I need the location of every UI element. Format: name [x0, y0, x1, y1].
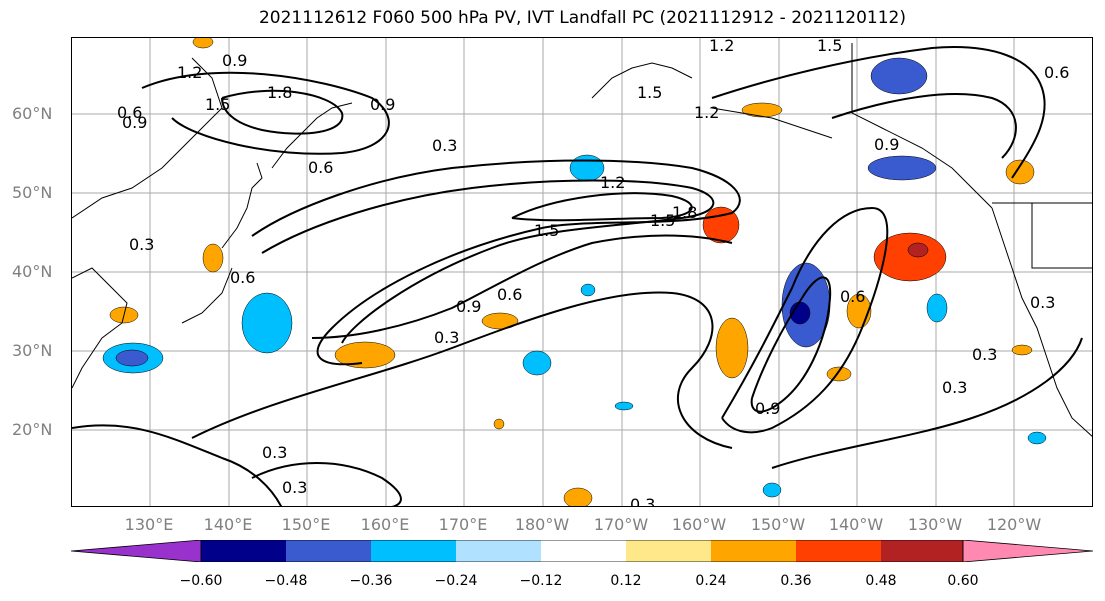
lon-label: 140°W [828, 515, 884, 534]
lon-label: 160°W [671, 515, 727, 534]
lon-label: 130°W [907, 515, 963, 534]
contour-label: 1.2 [694, 103, 719, 122]
lat-label: 30°N [12, 341, 53, 360]
contour-label: 0.9 [874, 135, 899, 154]
map-panel: 0.9 1.2 1.8 1.5 0.9 0.6 0.3 0.6 1.2 1.5 … [71, 37, 1093, 507]
lat-label: 40°N [12, 262, 53, 281]
colorbar-segment [881, 540, 963, 562]
contour-label: 1.5 [817, 38, 842, 55]
colorbar [71, 540, 1093, 562]
contour-label: 1.2 [177, 63, 202, 82]
figure-title: 2021112612 F060 500 hPa PV, IVT Landfall… [258, 8, 906, 28]
contour-label: 0.6 [117, 103, 142, 122]
colorbar-tick: 0.48 [865, 573, 897, 589]
contour-label: 1.2 [600, 173, 625, 192]
colorbar-tick: −0.60 [179, 573, 223, 589]
lon-label: 130°E [124, 515, 174, 534]
colorbar-segment [541, 540, 626, 562]
lon-label: 150°W [750, 515, 806, 534]
contour-label: 0.9 [222, 51, 247, 70]
lat-label: 20°N [12, 420, 53, 439]
contour-label: 0.6 [840, 287, 865, 306]
contour-label: 0.9 [755, 399, 780, 418]
coastlines [72, 43, 1092, 437]
colorbar-segment [796, 540, 881, 562]
colorbar-segment [201, 540, 286, 562]
pv-contours [72, 46, 1083, 506]
colorbar-tick: −0.36 [349, 573, 393, 589]
contour-label: 0.3 [432, 136, 457, 155]
contour-labels: 0.9 1.2 1.8 1.5 0.9 0.6 0.3 0.6 1.2 1.5 … [117, 38, 1069, 507]
colorbar-segment [456, 540, 541, 562]
colorbar-tick: −0.12 [519, 573, 563, 589]
contour-label: 0.3 [129, 235, 154, 254]
contour-label: 1.5 [534, 221, 559, 240]
contour-label: 1.2 [709, 38, 734, 55]
lon-label: 180°W [514, 515, 570, 534]
colorbar-segment [626, 540, 711, 562]
colorbar-tick: 0.12 [610, 573, 642, 589]
contour-label: 0.9 [122, 113, 147, 132]
contour-label: 0.3 [972, 345, 997, 364]
lon-label: 170°W [593, 515, 649, 534]
lon-label: 170°E [438, 515, 488, 534]
lat-label: 50°N [12, 183, 53, 202]
map-svg: 0.9 1.2 1.8 1.5 0.9 0.6 0.3 0.6 1.2 1.5 … [72, 38, 1092, 507]
contour-label: 0.3 [282, 478, 307, 497]
lon-label: 120°W [986, 515, 1042, 534]
colorbar-segment [286, 540, 371, 562]
contour-label: 0.3 [1030, 293, 1055, 312]
contour-label: 0.6 [497, 285, 522, 304]
colorbar-extend-high [962, 540, 1093, 562]
contour-label: 1.5 [637, 83, 662, 102]
contour-label: 0.3 [630, 495, 655, 507]
colorbar-extend-low [71, 540, 202, 562]
colorbar-tick: −0.48 [264, 573, 308, 589]
colorbar-tick: 0.36 [780, 573, 812, 589]
contour-label: 0.6 [230, 268, 255, 287]
graticule [72, 38, 1092, 506]
contour-label: 0.6 [1044, 63, 1069, 82]
shaded-anomalies [102, 38, 1047, 506]
contour-label: 0.3 [942, 378, 967, 397]
contour-label: 1.5 [650, 211, 675, 230]
contour-label: 1.5 [205, 95, 230, 114]
lon-label: 140°E [203, 515, 253, 534]
contour-label: 0.3 [262, 443, 287, 462]
colorbar-tick: 0.24 [695, 573, 727, 589]
contour-label: 0.3 [434, 328, 459, 347]
lon-label: 150°E [281, 515, 331, 534]
colorbar-tick: −0.24 [434, 573, 478, 589]
contour-label: 0.9 [370, 95, 395, 114]
colorbar-segment [371, 540, 456, 562]
lon-label: 160°E [360, 515, 410, 534]
contour-label: 0.9 [456, 297, 481, 316]
colorbar-segment [711, 540, 796, 562]
colorbar-tick: 0.60 [947, 573, 979, 589]
lat-label: 60°N [12, 104, 53, 123]
contour-label: 1.8 [267, 83, 292, 102]
contour-label: 1.8 [672, 203, 697, 222]
contour-label: 0.6 [308, 158, 333, 177]
